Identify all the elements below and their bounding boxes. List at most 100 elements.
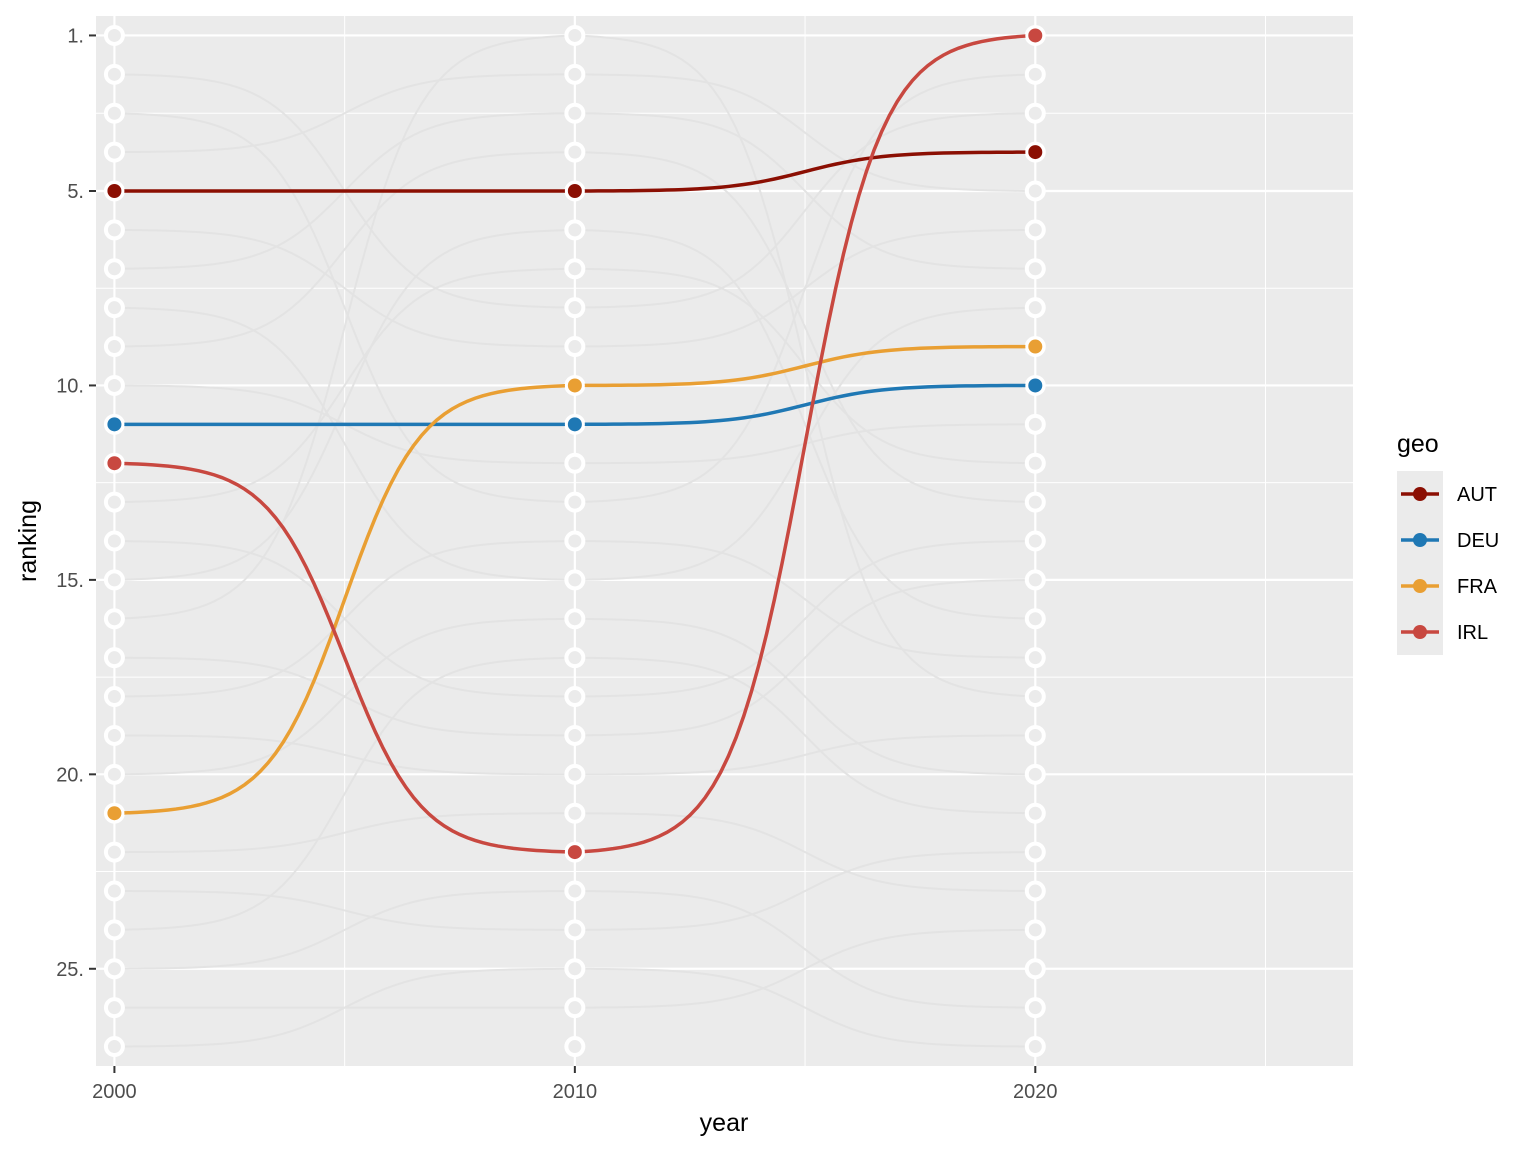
- background-point: [1024, 919, 1046, 941]
- series-point-aut: [104, 181, 125, 201]
- background-point: [103, 997, 125, 1019]
- background-point: [1024, 530, 1046, 552]
- background-point: [564, 763, 586, 785]
- background-point: [564, 297, 586, 319]
- background-point: [103, 102, 125, 124]
- background-point: [564, 219, 586, 241]
- background-point: [1024, 647, 1046, 669]
- background-point: [1024, 452, 1046, 474]
- background-point: [564, 24, 586, 46]
- background-point: [103, 141, 125, 163]
- series-point-irl: [564, 842, 585, 863]
- background-point: [1024, 802, 1046, 824]
- background-point: [103, 530, 125, 552]
- background-point: [564, 491, 586, 513]
- y-tick-label: 15.: [56, 570, 84, 592]
- x-tick-label: 2000: [92, 1081, 137, 1103]
- background-point: [564, 258, 586, 280]
- background-point: [1024, 413, 1046, 435]
- background-point: [1024, 763, 1046, 785]
- background-point: [564, 452, 586, 474]
- y-tick-label: 1.: [67, 25, 84, 47]
- background-point: [1024, 997, 1046, 1019]
- background-point: [103, 297, 125, 319]
- series-point-irl: [1025, 25, 1046, 46]
- background-point: [103, 1036, 125, 1058]
- background-point: [103, 763, 125, 785]
- background-point: [103, 608, 125, 630]
- legend-key-point: [1413, 625, 1427, 639]
- background-point: [564, 802, 586, 824]
- background-point: [1024, 608, 1046, 630]
- background-point: [103, 258, 125, 280]
- background-point: [1024, 491, 1046, 513]
- series-point-fra: [1025, 336, 1046, 357]
- series-point-deu: [564, 414, 585, 435]
- background-point: [103, 63, 125, 85]
- background-point: [1024, 180, 1046, 202]
- background-point: [1024, 63, 1046, 85]
- y-axis-title: ranking: [14, 500, 42, 582]
- background-point: [564, 141, 586, 163]
- background-point: [564, 880, 586, 902]
- background-point: [103, 958, 125, 980]
- background-point: [1024, 569, 1046, 591]
- background-point: [103, 880, 125, 902]
- legend-label-fra: FRA: [1457, 576, 1498, 598]
- background-point: [103, 491, 125, 513]
- legend-key-point: [1413, 487, 1427, 501]
- background-point: [103, 336, 125, 358]
- background-point: [564, 724, 586, 746]
- x-tick-label: 2020: [1013, 1081, 1058, 1103]
- background-point: [103, 219, 125, 241]
- y-tick-label: 20.: [56, 764, 84, 786]
- plot-panel: [96, 16, 1353, 1066]
- background-point: [564, 336, 586, 358]
- series-point-aut: [1025, 142, 1046, 163]
- x-axis: 2000 2010 2020: [92, 1066, 1058, 1103]
- series-point-aut: [564, 181, 585, 201]
- background-point: [564, 1036, 586, 1058]
- background-point: [564, 63, 586, 85]
- background-point: [1024, 102, 1046, 124]
- background-point: [1024, 686, 1046, 708]
- legend-key-point: [1413, 533, 1427, 547]
- y-axis: 1. 5. 10. 15. 20. 25.: [56, 25, 96, 981]
- background-point: [564, 530, 586, 552]
- background-point: [564, 102, 586, 124]
- legend-label-irl: IRL: [1457, 622, 1488, 644]
- background-point: [564, 958, 586, 980]
- y-tick-label: 25.: [56, 959, 84, 981]
- background-point: [1024, 841, 1046, 863]
- background-point: [564, 647, 586, 669]
- series-point-fra: [564, 375, 585, 396]
- y-tick-label: 10.: [56, 375, 84, 397]
- background-point: [103, 647, 125, 669]
- legend: geo AUT DEU FRA IRL: [1397, 430, 1499, 655]
- highlighted-points: [104, 25, 1046, 863]
- background-point: [564, 608, 586, 630]
- background-point: [1024, 219, 1046, 241]
- background-point: [1024, 1036, 1046, 1058]
- background-point: [564, 569, 586, 591]
- x-axis-title: year: [700, 1109, 749, 1137]
- background-point: [1024, 880, 1046, 902]
- background-point: [103, 686, 125, 708]
- background-point: [103, 24, 125, 46]
- background-point: [1024, 958, 1046, 980]
- legend-label-aut: AUT: [1457, 484, 1497, 506]
- background-point: [1024, 724, 1046, 746]
- series-point-deu: [1025, 375, 1046, 396]
- background-point: [1024, 258, 1046, 280]
- series-point-irl: [104, 453, 125, 474]
- background-point: [103, 841, 125, 863]
- series-point-fra: [104, 803, 125, 824]
- background-point: [1024, 297, 1046, 319]
- series-point-deu: [104, 414, 125, 435]
- background-point: [564, 686, 586, 708]
- y-tick-label: 5.: [67, 181, 84, 203]
- background-point: [564, 997, 586, 1019]
- background-point: [103, 569, 125, 591]
- legend-title: geo: [1397, 430, 1439, 458]
